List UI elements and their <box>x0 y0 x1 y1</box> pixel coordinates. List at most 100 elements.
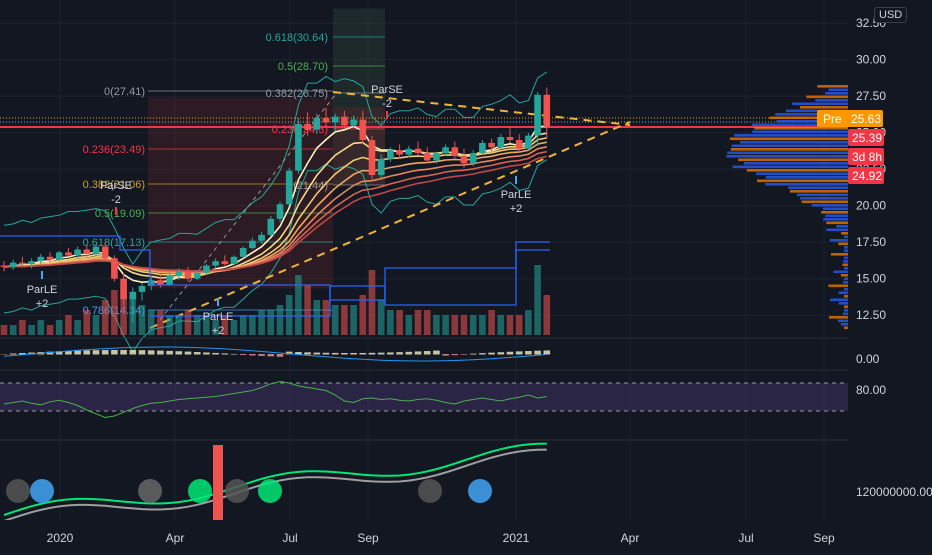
candle-body[interactable] <box>544 95 551 127</box>
candle-body[interactable] <box>406 149 413 155</box>
volume-bar <box>406 315 413 335</box>
candle-body[interactable] <box>369 140 376 175</box>
candle-body[interactable] <box>1 266 8 267</box>
candle-body[interactable] <box>28 261 35 264</box>
time-axis-tick: Apr <box>166 531 185 545</box>
candle-body[interactable] <box>442 147 449 153</box>
currency-button[interactable]: USD <box>874 7 907 23</box>
volume-profile-bar <box>830 239 848 242</box>
volume-profile-bar <box>821 211 848 214</box>
fib-level-label: 0.618(30.64) <box>266 32 328 44</box>
candle-body[interactable] <box>314 118 321 130</box>
candle-body[interactable] <box>295 124 302 171</box>
candle-body[interactable] <box>19 263 26 264</box>
candle-body[interactable] <box>130 292 137 299</box>
candle-body[interactable] <box>249 241 256 248</box>
candle-body[interactable] <box>461 156 468 163</box>
candle-body[interactable] <box>396 150 403 154</box>
volume-profile-bar <box>757 180 848 183</box>
candle-body[interactable] <box>212 261 219 265</box>
volume-profile-bar <box>732 145 848 148</box>
fib-level-label: 0.5(28.70) <box>278 61 328 73</box>
candle-body[interactable] <box>240 248 247 257</box>
candle-body[interactable] <box>516 140 523 149</box>
candle-body[interactable] <box>387 150 394 159</box>
volume-profile-bar <box>747 169 848 172</box>
candle-body[interactable] <box>525 136 532 149</box>
candle-body[interactable] <box>10 263 17 267</box>
volume-bar <box>277 305 284 335</box>
candle-body[interactable] <box>341 117 348 126</box>
candle-body[interactable] <box>323 118 330 122</box>
candle-body[interactable] <box>203 266 210 273</box>
candle-body[interactable] <box>360 120 367 140</box>
candle-body[interactable] <box>470 153 477 163</box>
candle-body[interactable] <box>157 280 164 284</box>
candle-body[interactable] <box>222 261 229 264</box>
candle-body[interactable] <box>507 137 514 140</box>
candle-body[interactable] <box>111 258 118 278</box>
macd-histogram-bar <box>341 353 348 355</box>
macd-histogram-bar <box>323 353 330 355</box>
candle-body[interactable] <box>84 249 91 253</box>
candle-body[interactable] <box>498 137 505 147</box>
candle-body[interactable] <box>350 120 357 126</box>
price-label-tag: Pre <box>823 112 842 126</box>
candle-body[interactable] <box>415 149 422 153</box>
candle-body[interactable] <box>38 257 45 261</box>
candle-body[interactable] <box>139 286 146 292</box>
candle-body[interactable] <box>231 257 238 264</box>
macd-histogram-bar <box>479 353 486 354</box>
volume-profile-bar <box>844 250 848 253</box>
candle-body[interactable] <box>286 171 293 205</box>
candle-body[interactable] <box>479 143 486 153</box>
candle-body[interactable] <box>93 247 100 254</box>
candle-body[interactable] <box>534 95 541 136</box>
candle-body[interactable] <box>378 159 385 175</box>
candle-body[interactable] <box>452 147 459 156</box>
macd-histogram-bar <box>498 352 505 354</box>
volume-profile-bar <box>839 302 848 305</box>
volume-profile-bar <box>738 159 848 162</box>
candle-body[interactable] <box>185 271 192 278</box>
volume-profile-bar <box>844 306 848 309</box>
candle-body[interactable] <box>120 279 127 299</box>
price-axis-tick: 15.00 <box>856 272 886 286</box>
volume-bar <box>304 285 311 335</box>
candle-body[interactable] <box>424 153 431 160</box>
time-axis-tick: Sep <box>357 531 379 545</box>
candle-body[interactable] <box>47 257 54 260</box>
volume-bar <box>258 310 265 335</box>
volume-profile-bar <box>844 278 848 281</box>
candle-body[interactable] <box>488 143 495 147</box>
candle-body[interactable] <box>433 153 440 160</box>
candle-body[interactable] <box>304 124 311 130</box>
candle-body[interactable] <box>332 117 339 123</box>
macd-histogram-bar <box>433 351 440 355</box>
macd-histogram-bar <box>212 353 219 355</box>
macd-histogram-bar <box>277 354 284 357</box>
macd-histogram-bar <box>249 354 256 355</box>
price-axis-tick: 12.50 <box>856 308 886 322</box>
volume-bar <box>323 300 330 335</box>
volume-profile-bar <box>734 134 848 137</box>
volume-profile-bar <box>792 103 848 106</box>
candle-body[interactable] <box>74 249 81 255</box>
candle-body[interactable] <box>176 271 183 275</box>
signal-label-count: +2 <box>36 298 49 310</box>
candle-body[interactable] <box>65 252 72 255</box>
candle-body[interactable] <box>102 247 109 259</box>
macd-histogram-bar <box>387 352 394 354</box>
candle-body[interactable] <box>258 235 265 241</box>
volume-profile-bar <box>829 316 848 319</box>
candle-body[interactable] <box>277 204 284 219</box>
volume-profile-bar <box>844 246 848 249</box>
obv-spike-bar <box>213 445 223 520</box>
candle-body[interactable] <box>194 273 201 279</box>
volume-profile-bar <box>844 236 848 239</box>
candle-body[interactable] <box>166 276 173 285</box>
macd-histogram-bar <box>176 351 183 354</box>
candle-body[interactable] <box>56 252 63 259</box>
candle-body[interactable] <box>268 219 275 235</box>
